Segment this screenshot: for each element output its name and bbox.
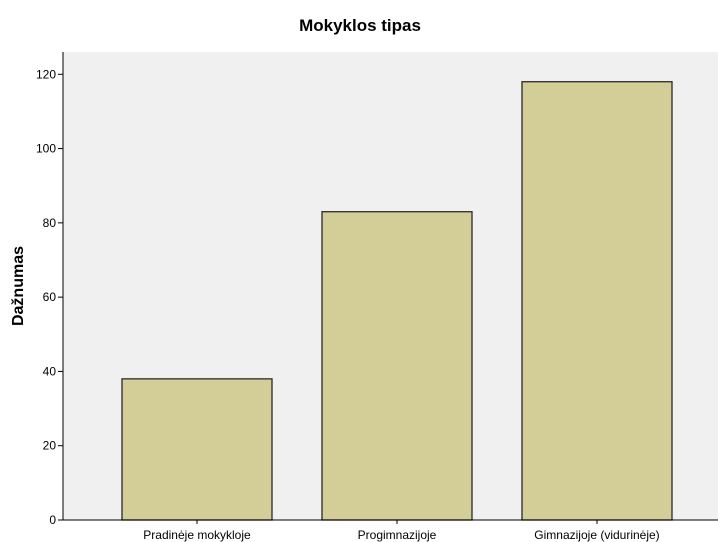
y-tick-label: 20 <box>43 439 57 453</box>
axes-layer <box>62 52 718 521</box>
y-tick-label: 120 <box>36 67 56 81</box>
y-tick-label: 60 <box>43 290 57 304</box>
y-axis-label: Dažnumas <box>10 246 27 326</box>
y-tick-label: 100 <box>36 142 56 156</box>
x-tick-label: Pradinėje mokykloje <box>143 528 251 542</box>
chart-title: Mokyklos tipas <box>299 16 421 35</box>
x-tick-label: Gimnazijoje (vidurinėje) <box>534 528 659 542</box>
y-tick-label: 80 <box>43 216 57 230</box>
y-tick-label: 40 <box>43 364 57 378</box>
bar-2 <box>321 211 473 521</box>
x-tick-label: Progimnazijoje <box>358 528 437 542</box>
y-ticks-layer: 0 20 40 60 80 100 120 <box>36 67 63 527</box>
bar-3 <box>521 81 673 521</box>
bars-layer <box>121 81 673 521</box>
bar-1 <box>121 378 273 521</box>
x-labels-layer: Pradinėje mokykloje Progimnazijoje Gimnazi… <box>143 520 660 542</box>
y-tick-label: 0 <box>49 513 56 527</box>
